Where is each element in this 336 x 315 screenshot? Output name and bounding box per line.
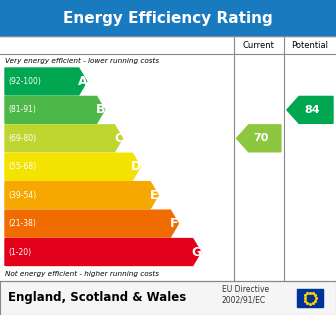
Text: (81-91): (81-91)	[8, 106, 36, 114]
Text: EU Directive
2002/91/EC: EU Directive 2002/91/EC	[222, 285, 269, 305]
Bar	[0, 0, 336, 36]
Text: (21-38): (21-38)	[8, 219, 36, 228]
Text: 70: 70	[253, 133, 269, 143]
Text: E: E	[150, 189, 159, 202]
Text: A: A	[78, 75, 88, 88]
Text: (69-80): (69-80)	[8, 134, 36, 143]
Bar	[0, 36, 336, 281]
Polygon shape	[5, 96, 104, 123]
Text: C: C	[114, 132, 123, 145]
Text: Energy Efficiency Rating: Energy Efficiency Rating	[63, 10, 273, 26]
Text: B: B	[96, 103, 106, 117]
Text: (55-68): (55-68)	[8, 162, 36, 171]
Text: F: F	[170, 217, 179, 230]
Bar	[0, 281, 336, 315]
Polygon shape	[5, 68, 87, 95]
Text: (1-20): (1-20)	[8, 248, 31, 256]
Text: England, Scotland & Wales: England, Scotland & Wales	[8, 291, 186, 305]
Text: Potential: Potential	[291, 41, 329, 49]
Text: Current: Current	[243, 41, 275, 49]
Polygon shape	[5, 125, 123, 152]
Polygon shape	[5, 238, 201, 266]
Text: Very energy efficient - lower running costs: Very energy efficient - lower running co…	[5, 58, 159, 64]
Polygon shape	[5, 210, 178, 237]
Text: G: G	[192, 245, 202, 259]
Bar	[297, 289, 323, 307]
Polygon shape	[287, 96, 333, 123]
Polygon shape	[5, 182, 158, 209]
Polygon shape	[5, 153, 140, 180]
Text: Not energy efficient - higher running costs: Not energy efficient - higher running co…	[5, 271, 159, 277]
Polygon shape	[237, 125, 281, 152]
Text: 84: 84	[304, 105, 320, 115]
Text: (39-54): (39-54)	[8, 191, 36, 200]
Text: D: D	[131, 160, 141, 173]
Text: (92-100): (92-100)	[8, 77, 41, 86]
